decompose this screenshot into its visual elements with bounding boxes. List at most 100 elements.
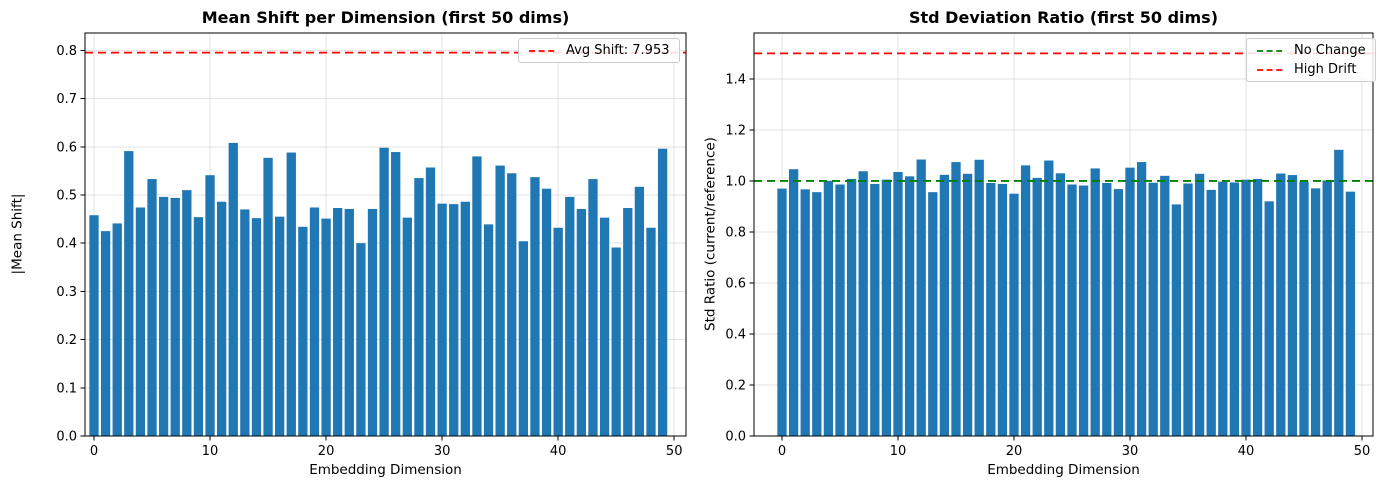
legend-entry: Avg Shift: 7.953 <box>528 43 670 58</box>
bar-dim-34 <box>483 224 494 436</box>
bar-dim-35 <box>1183 183 1193 436</box>
bar-dim-14 <box>251 218 262 436</box>
dashed-line-swatch <box>529 49 557 52</box>
x-tick-label: 40 <box>1238 444 1255 459</box>
bar-dim-5 <box>147 179 157 436</box>
bar-dim-30 <box>1125 167 1135 437</box>
y-tick-label: 0.6 <box>725 276 746 291</box>
bar-dim-40 <box>553 227 563 436</box>
bar-dim-29 <box>1113 189 1124 436</box>
bar-dim-9 <box>881 179 892 437</box>
bar-dim-45 <box>1299 181 1309 436</box>
bar-dim-39 <box>1229 182 1240 436</box>
bar-dim-10 <box>205 175 215 436</box>
bar-dim-19 <box>997 183 1008 436</box>
bar-dim-2 <box>800 189 810 436</box>
x-tick-label: 20 <box>1006 444 1023 459</box>
bar-dim-3 <box>124 151 134 436</box>
bar-dim-42 <box>576 208 587 436</box>
dashed-line-swatch <box>1257 68 1285 71</box>
bar-dim-8 <box>182 190 192 436</box>
bar-dim-32 <box>1148 182 1158 436</box>
left-chart-legend: Avg Shift: 7.953 <box>518 38 680 63</box>
bar-dim-18 <box>986 182 996 436</box>
bar-dim-33 <box>472 156 482 437</box>
bar-dim-47 <box>1322 180 1332 436</box>
bar-dim-14 <box>939 174 950 436</box>
legend-entry: High Drift <box>1256 62 1366 77</box>
right-chart-legend: No Change High Drift <box>1246 38 1376 82</box>
bar-dim-8 <box>870 183 880 436</box>
bar-dim-28 <box>414 178 424 436</box>
bar-dim-21 <box>333 207 343 436</box>
bar-dim-22 <box>344 208 354 436</box>
bar-dim-25 <box>379 147 389 436</box>
bar-dim-35 <box>495 165 505 436</box>
bar-dim-9 <box>193 217 204 436</box>
bar-dim-7 <box>170 197 180 436</box>
right-chart-title: Std Deviation Ratio (first 50 dims) <box>908 8 1219 27</box>
y-tick-label: 0.0 <box>725 430 746 445</box>
bar-dim-31 <box>449 204 459 436</box>
bar-dim-2 <box>112 223 122 436</box>
y-tick-label: 0.1 <box>56 381 77 396</box>
right-chart-xlabel: Embedding Dimension <box>987 462 1140 478</box>
bar-dim-11 <box>216 201 227 436</box>
bar-dim-15 <box>263 157 273 436</box>
bar-dim-41 <box>565 196 575 436</box>
bar-dim-24 <box>1055 173 1066 437</box>
y-tick-label: 0.0 <box>56 430 77 445</box>
bar-dim-23 <box>356 243 366 436</box>
x-tick-label: 30 <box>1122 444 1139 459</box>
bar-dim-38 <box>530 177 540 436</box>
bar-dim-27 <box>402 217 412 436</box>
bar-dim-18 <box>298 226 308 436</box>
plot-frame <box>84 32 687 437</box>
bar-dim-48 <box>646 227 656 436</box>
x-tick-label: 30 <box>434 444 451 459</box>
bar-dim-19 <box>309 207 320 436</box>
bar-dim-16 <box>275 216 285 436</box>
bar-dim-25 <box>1067 184 1077 436</box>
bar-dim-11 <box>904 176 915 436</box>
x-tick-label: 40 <box>550 444 567 459</box>
bar-dim-26 <box>1078 185 1089 436</box>
legend-label: Avg Shift: 7.953 <box>566 43 670 58</box>
right-chart-plot-area: 0.0 0.2 0.4 0.6 0.8 1.0 1.2 1.4 0 10 20 30 40 50 <box>725 32 1374 459</box>
bar-dim-26 <box>391 152 401 436</box>
y-tick-label: 0.6 <box>56 140 77 155</box>
y-tick-label: 0.2 <box>56 333 77 348</box>
bar-dim-40 <box>1241 179 1251 437</box>
bar-dim-48 <box>1334 149 1344 437</box>
bar-dim-37 <box>518 241 528 436</box>
bar-dim-37 <box>1206 189 1216 436</box>
bar-dim-10 <box>893 172 903 436</box>
bar-dim-16 <box>962 173 973 437</box>
y-tick-label: 0.8 <box>56 44 77 59</box>
bar-dim-46 <box>623 207 633 436</box>
bar-dim-47 <box>634 186 645 436</box>
x-tick-label: 20 <box>318 444 335 459</box>
bar-dim-44 <box>599 217 610 436</box>
legend-label: No Change <box>1294 43 1366 58</box>
bar-dim-44 <box>1287 175 1298 436</box>
x-tick-label: 10 <box>890 444 907 459</box>
bar-dim-24 <box>367 208 378 436</box>
bar-dim-32 <box>460 201 470 436</box>
left-chart-ylabel: |Mean Shift| <box>9 193 26 275</box>
bar-dim-20 <box>321 218 331 436</box>
x-tick-label: 0 <box>90 444 98 459</box>
bar-dim-33 <box>1160 175 1170 436</box>
bar-dim-0 <box>777 188 787 436</box>
y-tick-label: 1.4 <box>725 72 746 87</box>
bar-dim-30 <box>437 203 447 436</box>
x-tick-label: 50 <box>666 444 683 459</box>
bar-dim-13 <box>928 192 938 436</box>
bar-dim-34 <box>1171 204 1182 436</box>
x-tick-label: 0 <box>778 444 786 459</box>
legend-entry: No Change <box>1256 43 1366 58</box>
y-tick-label: 0.4 <box>725 327 746 342</box>
y-tick-label: 0.2 <box>725 378 746 393</box>
bar-dim-15 <box>951 162 961 437</box>
